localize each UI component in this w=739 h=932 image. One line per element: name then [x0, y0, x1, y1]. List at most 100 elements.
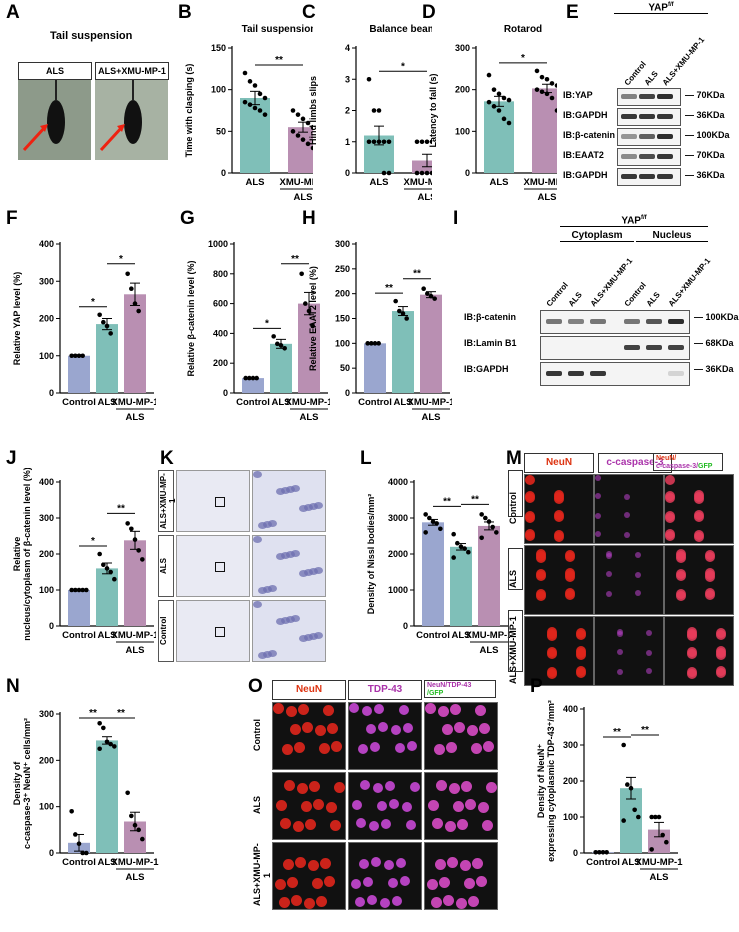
- if-cell: [705, 588, 715, 598]
- data-point: [653, 814, 658, 820]
- panel-label-n: N: [6, 676, 20, 697]
- if-cell: [665, 511, 675, 521]
- data-point: [250, 375, 256, 381]
- data-point: [425, 291, 430, 296]
- if-row-label: Control: [252, 719, 262, 751]
- if-cell: [286, 706, 297, 717]
- y-tick-label: 2000: [388, 549, 408, 559]
- if-cell: [298, 704, 309, 715]
- y-tick-label: 400: [39, 477, 54, 487]
- if-cell: [595, 493, 601, 499]
- nissl-cell: [268, 585, 277, 592]
- blot-band: [639, 134, 655, 139]
- significance-star: *: [265, 318, 269, 329]
- if-cell: [396, 858, 406, 868]
- if-cell: [283, 859, 294, 870]
- data-point: [97, 312, 102, 318]
- if-cell: [606, 571, 612, 577]
- if-cell: [402, 802, 412, 812]
- if-cell: [407, 741, 417, 751]
- blot-band: [621, 94, 637, 99]
- if-m-col-caspase: c-caspase-3: [598, 453, 672, 473]
- nissl-zoom: [252, 535, 326, 597]
- data-point: [386, 139, 392, 145]
- chart-title: Tail suspension: [242, 24, 313, 35]
- if-cell: [356, 818, 366, 828]
- bar: [242, 378, 264, 393]
- if-cell: [705, 550, 715, 560]
- blot-i-lane-1: Control: [545, 281, 570, 309]
- y-axis-label: Latency to fall (s): [428, 73, 438, 147]
- if-row-label: ALS: [252, 796, 262, 814]
- nissl-cell: [304, 569, 313, 576]
- data-point: [132, 537, 138, 542]
- nissl-cell: [299, 505, 308, 512]
- data-point: [414, 170, 420, 176]
- x-tick-label: ALS: [394, 397, 413, 408]
- x-tick-label: XMU-MP-1: [408, 397, 452, 408]
- if-cell: [676, 589, 686, 599]
- bar: [124, 294, 146, 393]
- x-tick-label: XMU-MP-1: [404, 177, 432, 188]
- if-cell: [461, 781, 472, 792]
- y-tick-label: 2: [345, 106, 350, 116]
- bar: [96, 740, 118, 853]
- if-m-row-als-box: [508, 548, 523, 590]
- blot-e-header: YAPf/f: [614, 2, 708, 15]
- nissl-cell: [304, 634, 313, 641]
- group-label: ALS: [480, 645, 499, 656]
- if-cell: [378, 722, 388, 732]
- if-cell: [479, 723, 490, 734]
- blot-band: [639, 154, 655, 159]
- data-point: [649, 814, 654, 820]
- nissl-cell: [253, 471, 262, 478]
- blot-i-lane-2: ALS: [567, 290, 585, 309]
- data-point: [414, 139, 420, 145]
- y-tick-label: 0: [345, 388, 350, 398]
- nissl-row-label: ALS: [158, 535, 174, 597]
- bar: [96, 324, 118, 393]
- data-point: [97, 720, 102, 726]
- data-point: [101, 562, 106, 568]
- data-point: [371, 139, 377, 145]
- y-tick-label: 200: [39, 314, 54, 324]
- x-tick-label: Control: [358, 397, 392, 408]
- if-cell: [385, 781, 395, 791]
- data-point: [544, 76, 550, 82]
- zoom-box: [215, 497, 225, 507]
- nissl-cell: [258, 587, 267, 594]
- if-cell: [369, 821, 379, 831]
- if-cell: [486, 782, 497, 793]
- data-point: [549, 81, 555, 86]
- blot-size-marker: — 68KDa: [694, 338, 734, 348]
- bar: [288, 127, 313, 173]
- if-image: [348, 842, 422, 910]
- data-point: [438, 526, 443, 532]
- x-tick-label: ALS: [452, 630, 471, 641]
- data-point: [419, 170, 425, 176]
- blot-band: [621, 114, 637, 119]
- data-point: [376, 341, 381, 346]
- blot-band: [590, 371, 606, 376]
- data-point: [282, 346, 287, 351]
- if-cell: [617, 649, 623, 655]
- y-axis-label: Relative: [12, 537, 22, 572]
- data-point: [125, 790, 130, 796]
- x-tick-label: XMU-MP-1: [280, 177, 313, 188]
- significance-star: **: [291, 254, 299, 265]
- if-image: [348, 772, 422, 840]
- panel-label-b: B: [178, 2, 192, 23]
- data-point: [278, 343, 284, 348]
- if-cell: [617, 669, 623, 675]
- if-cell: [694, 530, 704, 540]
- if-cell: [301, 801, 312, 812]
- if-o-col-neun: NeuN: [272, 680, 346, 700]
- if-cell: [446, 742, 457, 753]
- data-point: [479, 535, 484, 541]
- data-point: [372, 341, 378, 346]
- blot-band: [657, 114, 673, 119]
- y-tick-label: 4: [345, 43, 350, 53]
- data-point: [400, 311, 406, 316]
- if-cell: [472, 858, 483, 869]
- data-point: [430, 519, 436, 524]
